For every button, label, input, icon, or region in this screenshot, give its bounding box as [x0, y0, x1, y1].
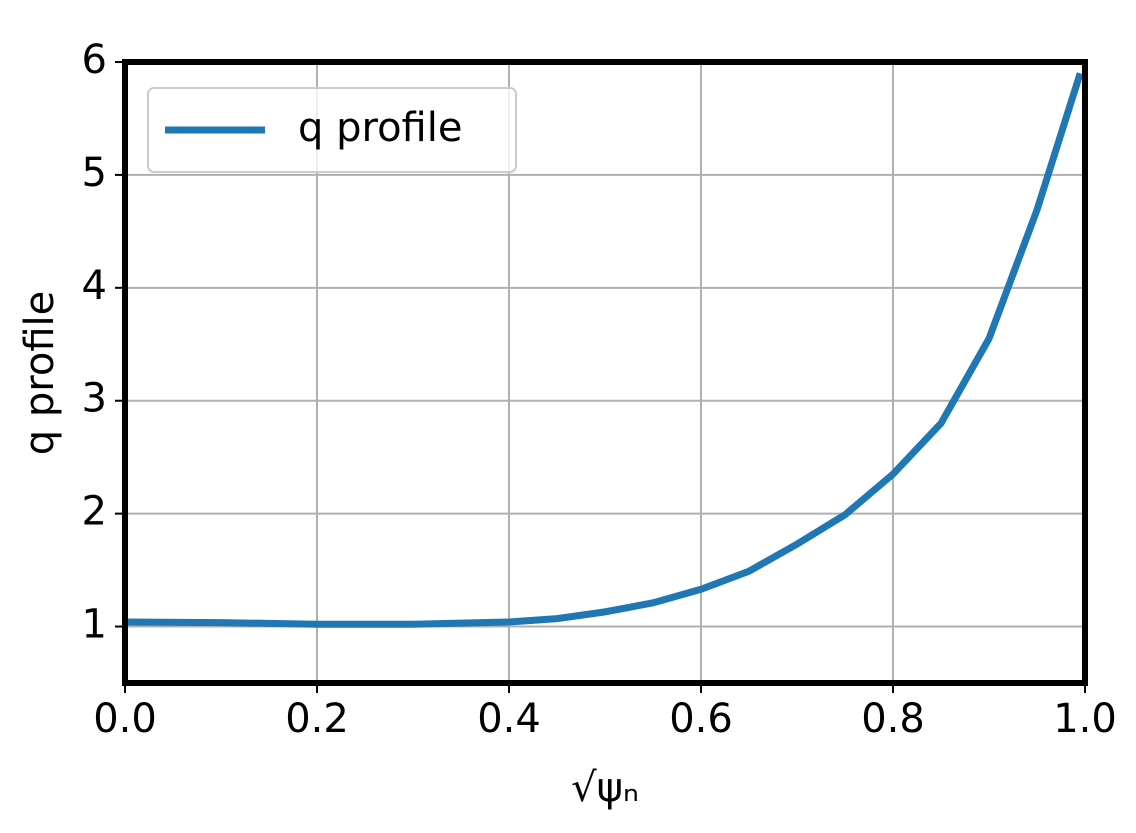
legend-label: q profile [298, 105, 462, 151]
x-tick-label: 1.0 [1053, 696, 1117, 742]
y-tick-label: 2 [82, 489, 107, 535]
x-tick-label: 0.0 [93, 696, 157, 742]
x-tick-label: 0.6 [669, 696, 733, 742]
x-tick-label: 0.8 [861, 696, 925, 742]
line-series [124, 72, 1084, 628]
plot-frame [122, 59, 1088, 686]
y-tick-label: 3 [82, 376, 107, 422]
y-tick-label: 1 [82, 602, 107, 648]
y-tick-label: 6 [82, 37, 107, 83]
y-tick-label: 5 [82, 150, 107, 196]
y-axis-label: q profile [17, 291, 63, 455]
x-axis-label: √ψₙ [571, 765, 639, 811]
x-tick-label: 0.4 [477, 696, 541, 742]
legend-box [147, 87, 517, 173]
x-tick-label: 0.2 [285, 696, 349, 742]
y-tick-label: 4 [82, 263, 107, 309]
